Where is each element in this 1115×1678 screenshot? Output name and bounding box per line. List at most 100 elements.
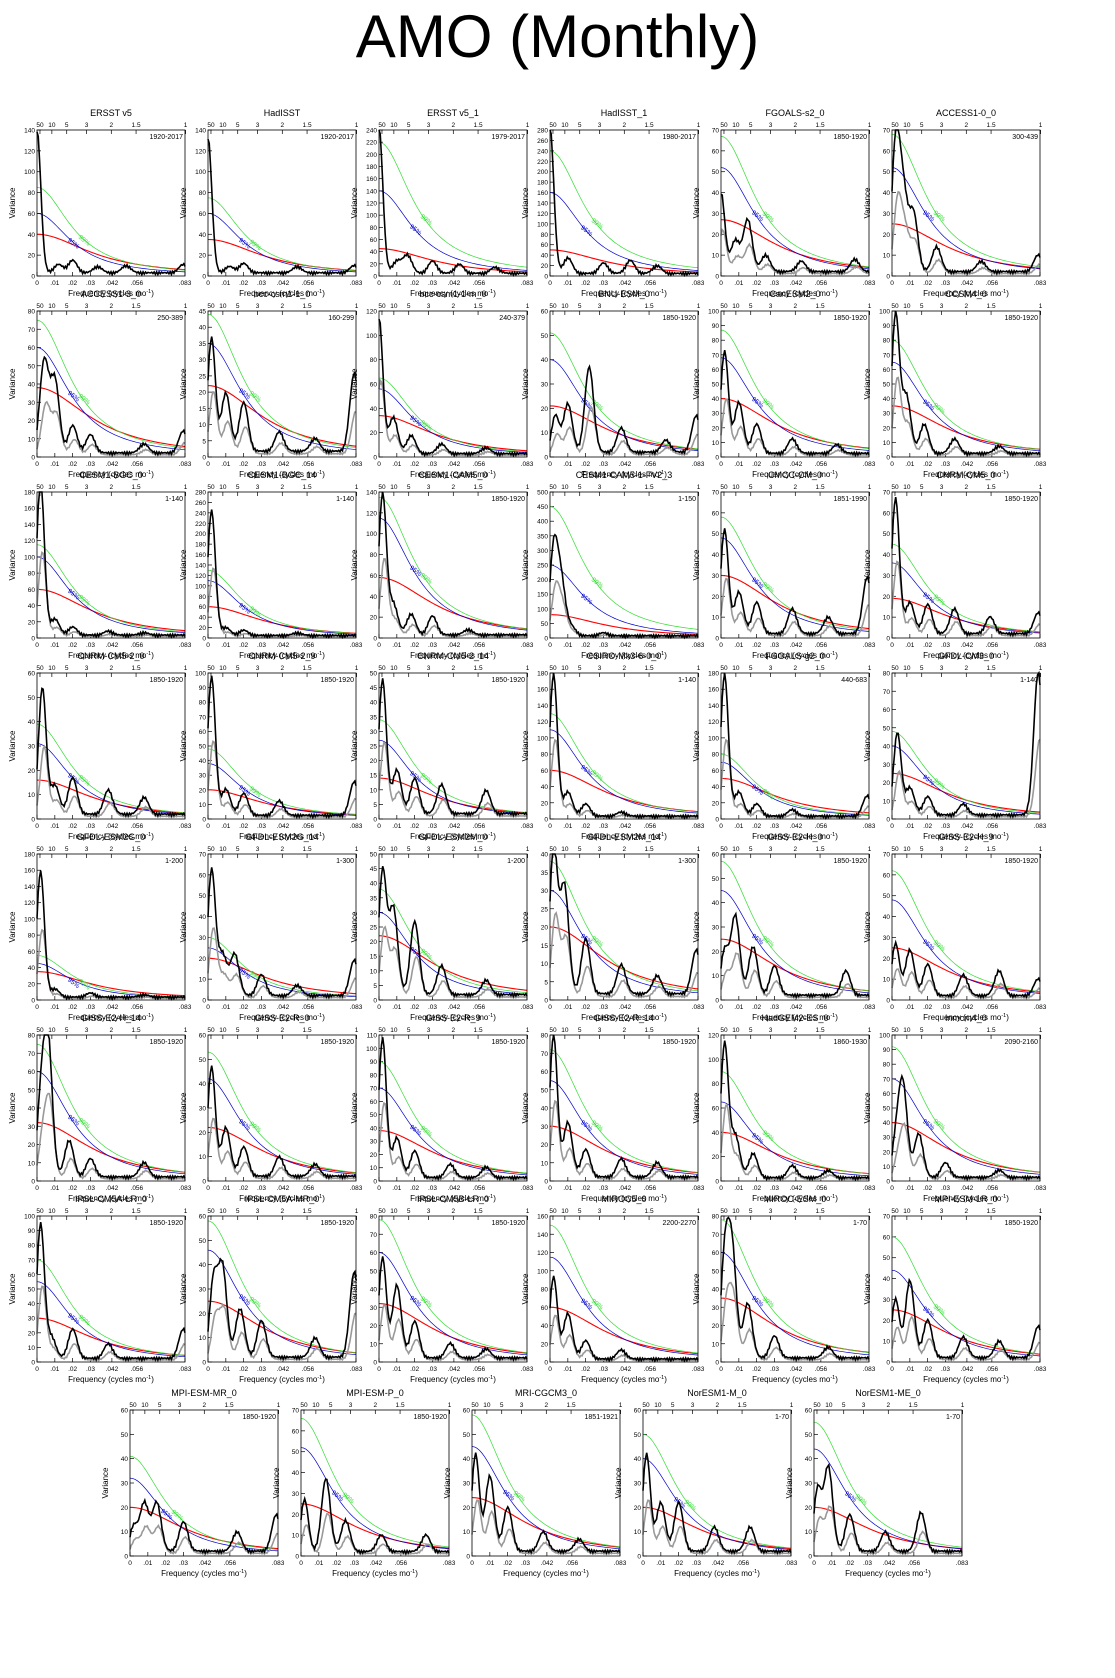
bottom-tick-label: .083 <box>179 642 192 649</box>
red-noise-curve <box>36 387 186 448</box>
curve-label: 99% <box>419 1125 434 1139</box>
panel-title: MRI-CGCM3_0 <box>515 1388 577 1398</box>
y-tick-label: 0 <box>544 1360 548 1367</box>
panel-title: GFDL-CM3_0 <box>938 651 994 661</box>
y-tick-label: 60 <box>805 1408 813 1415</box>
bottom-tick-label: .042 <box>106 1366 119 1373</box>
x-axis-label: Frequency (cycles mo-1) <box>674 1569 760 1578</box>
y-tick-label: 50 <box>199 1238 207 1245</box>
top-tick-label: 1 <box>355 1208 359 1215</box>
red-noise-curve <box>549 405 699 450</box>
y-tick-label: 0 <box>886 1360 890 1367</box>
y-tick-label: 100 <box>537 606 548 613</box>
y-tick-label: 120 <box>195 573 206 580</box>
top-tick-label: 1 <box>790 1402 794 1409</box>
top-tick-label: 1 <box>868 846 872 853</box>
y-tick-label: 140 <box>24 128 35 135</box>
conf95-curve <box>378 1252 528 1356</box>
top-tick-label: 5 <box>578 1027 582 1034</box>
bottom-tick-label: .056 <box>302 1366 315 1373</box>
top-tick-label: 5 <box>407 1027 411 1034</box>
y-tick-label: 20 <box>121 1505 129 1512</box>
bottom-tick-label: .083 <box>179 1004 192 1011</box>
bottom-tick-label: .02 <box>752 461 761 468</box>
observed-spectrum <box>891 1277 1041 1361</box>
panel-frame <box>207 1034 357 1182</box>
y-tick-label: 90 <box>199 685 207 692</box>
top-tick-label: 10 <box>219 846 227 853</box>
top-tick-label: 1.5 <box>645 484 654 491</box>
bottom-tick-label: .02 <box>923 823 932 830</box>
y-tick-label: 180 <box>24 852 35 859</box>
red-noise-curve <box>549 1125 699 1174</box>
red-noise-curve <box>207 385 357 447</box>
panel-period: 1850-1920 <box>492 677 526 684</box>
y-tick-label: 10 <box>805 1529 813 1536</box>
conf95-curve <box>549 890 699 994</box>
x-axis-label: Frequency (cycles mo-1) <box>332 1569 418 1578</box>
bottom-tick-label: .083 <box>863 1004 876 1011</box>
top-tick-label: 1 <box>184 665 188 672</box>
top-tick-label: 2 <box>451 303 455 310</box>
y-tick-label: 20 <box>883 232 891 239</box>
curve-label: 99% <box>932 1118 947 1132</box>
panel-period: 250-389 <box>157 315 183 322</box>
y-tick-label: 140 <box>537 1232 548 1239</box>
y-tick-label: 50 <box>292 1449 300 1456</box>
y-axis-label: Variance <box>521 1092 530 1124</box>
panel-period: 300-439 <box>1012 134 1038 141</box>
y-tick-label: 0 <box>715 455 719 462</box>
y-tick-label: 60 <box>712 768 720 775</box>
panel-frame <box>720 672 870 820</box>
conf99-curve <box>891 133 1041 268</box>
y-tick-label: 50 <box>883 531 891 538</box>
top-tick-label: 3 <box>427 122 431 129</box>
y-tick-label: 35 <box>199 341 207 348</box>
bottom-tick-label: .01 <box>734 1366 743 1373</box>
curve-label: 99% <box>932 939 947 953</box>
bottom-tick-label: .083 <box>272 1560 285 1567</box>
top-tick-label: 3 <box>427 665 431 672</box>
y-tick-label: 0 <box>31 1179 35 1186</box>
curve-label: 99% <box>590 576 605 590</box>
conf95-curve <box>549 564 699 634</box>
y-tick-label: 70 <box>28 1051 36 1058</box>
y-tick-label: 40 <box>199 615 207 622</box>
top-tick-label: 1.5 <box>132 846 141 853</box>
panel-frame <box>720 853 870 1001</box>
y-tick-label: 60 <box>28 345 36 352</box>
y-tick-label: 100 <box>879 309 890 316</box>
top-tick-label: 50 <box>207 846 215 853</box>
bottom-tick-label: .02 <box>581 1366 590 1373</box>
observed-spectrum <box>129 1497 279 1555</box>
y-tick-label: 60 <box>712 852 720 859</box>
bottom-tick-label: .02 <box>752 280 761 287</box>
y-tick-label: 40 <box>634 1456 642 1463</box>
top-tick-label: 1 <box>697 1208 701 1215</box>
top-tick-label: 1.5 <box>909 1402 918 1409</box>
top-tick-label: 5 <box>749 484 753 491</box>
conf95-curve <box>207 213 357 273</box>
curve-label: 99% <box>248 390 263 404</box>
bottom-tick-label: .083 <box>863 280 876 287</box>
panel-period: 1-140 <box>165 496 183 503</box>
top-tick-label: 2 <box>280 303 284 310</box>
observed-spectrum <box>378 318 528 458</box>
y-tick-label: 10 <box>883 1164 891 1171</box>
bottom-tick-label: .056 <box>986 1185 999 1192</box>
x-axis-label: Frequency (cycles mo-1) <box>503 1569 589 1578</box>
y-tick-label: 30 <box>883 935 891 942</box>
top-tick-label: 5 <box>920 1208 924 1215</box>
gray-spectrum <box>720 577 870 638</box>
conf95-curve <box>378 739 528 815</box>
top-tick-label: 1.5 <box>816 846 825 853</box>
observed-spectrum <box>36 870 186 1001</box>
top-tick-label: 2 <box>202 1402 206 1409</box>
y-axis-label: Variance <box>350 911 359 943</box>
top-tick-label: 10 <box>219 303 227 310</box>
x-axis-label: Frequency (cycles mo-1) <box>581 651 667 660</box>
top-tick-label: 10 <box>732 1027 740 1034</box>
